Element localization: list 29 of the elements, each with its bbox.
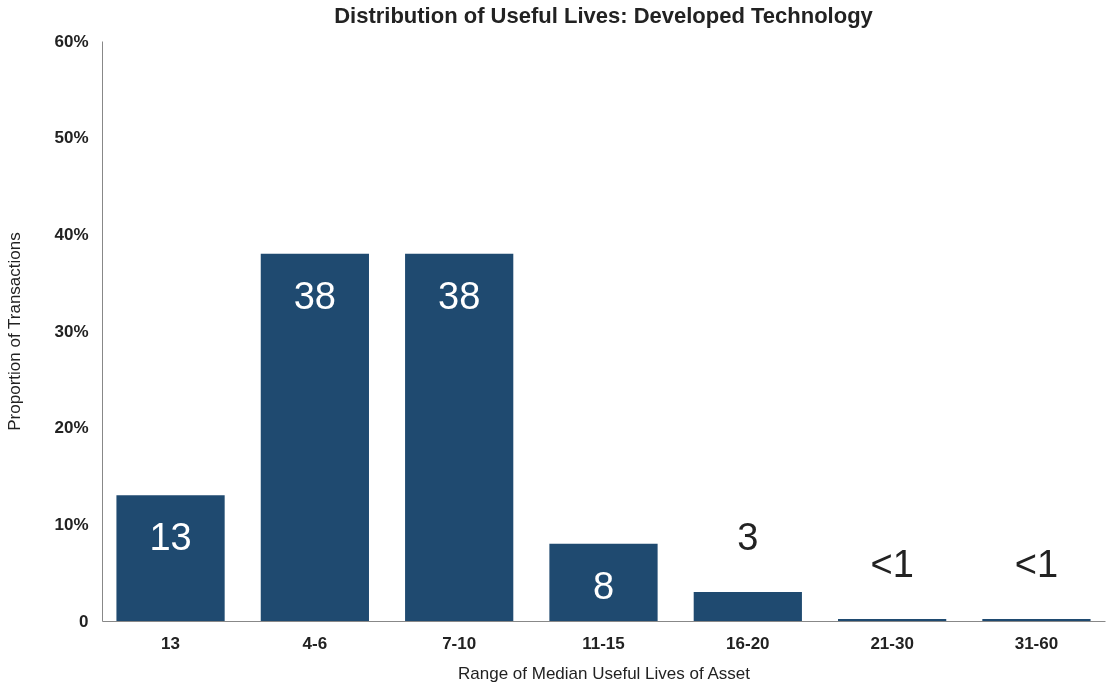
bar (405, 253, 514, 621)
bar (260, 253, 369, 621)
x-tick-label: 4-6 (302, 633, 328, 653)
x-tick-label: 21-30 (870, 633, 914, 653)
y-axis-title: Proportion of Transactions (5, 232, 25, 431)
data-label: 38 (293, 274, 337, 317)
data-label: <1 (870, 543, 914, 586)
y-tick-label: 20% (54, 418, 89, 438)
y-tick-label: 40% (54, 224, 89, 244)
data-label: 13 (149, 516, 192, 559)
x-tick-label: 7-10 (442, 633, 477, 653)
bar (693, 592, 802, 621)
bar (116, 495, 225, 621)
y-tick-label: 60% (54, 31, 89, 51)
chart-title: Distribution of Useful Lives: Developed Technology (334, 3, 874, 28)
x-tick-label: 31-60 (1014, 633, 1059, 653)
y-tick-label: 50% (54, 128, 89, 148)
y-tick-label: 30% (54, 321, 89, 341)
x-axis-title: Range of Median Useful Lives of Asset (458, 663, 751, 683)
data-label: 8 (592, 564, 615, 607)
data-label: 3 (737, 516, 759, 558)
x-tick-label: 13 (161, 633, 181, 653)
data-label: <1 (1014, 543, 1059, 586)
y-tick-label: 0 (79, 611, 89, 631)
y-tick-label: 10% (54, 514, 89, 534)
x-tick-label: 11-15 (582, 633, 625, 653)
data-label: 38 (438, 274, 481, 317)
bar (549, 543, 658, 621)
x-tick-label: 16-20 (726, 633, 770, 653)
